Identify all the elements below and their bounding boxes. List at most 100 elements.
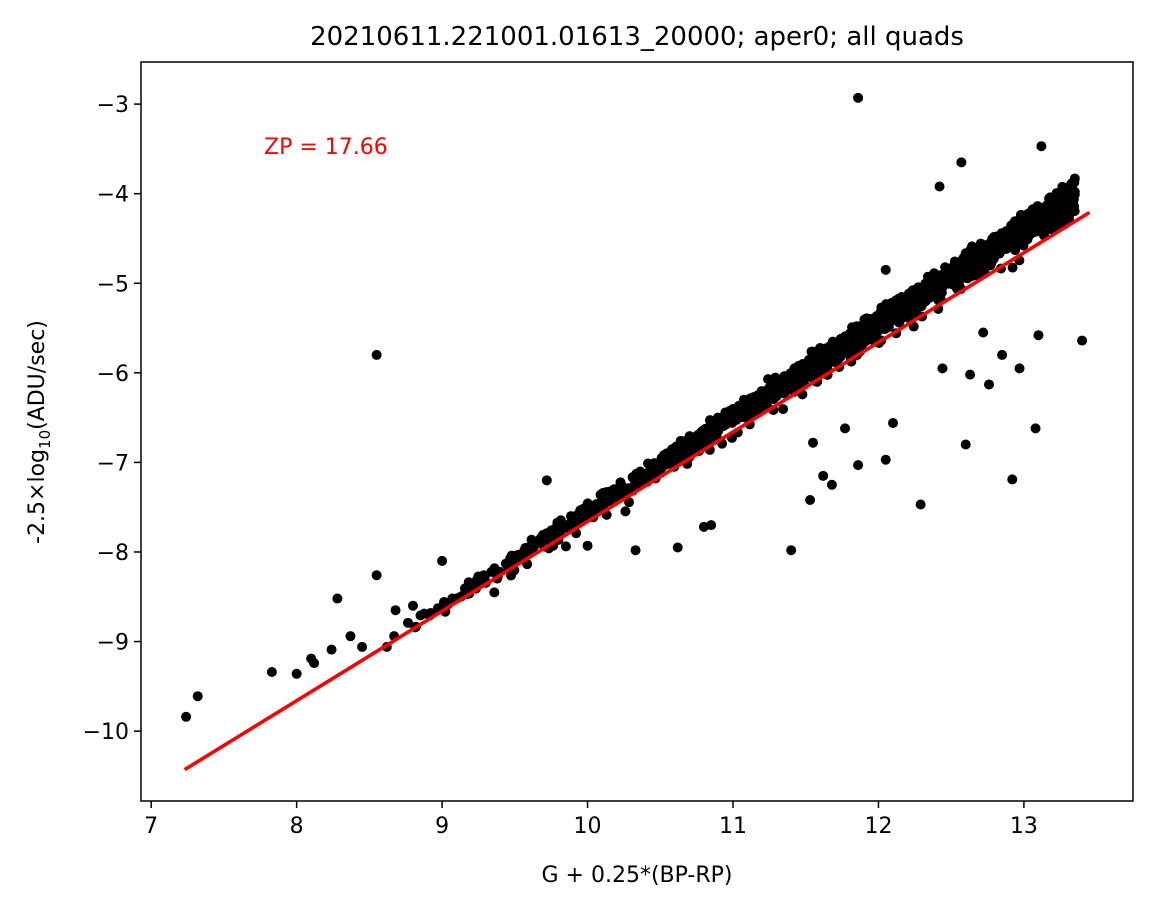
x-tick-label: 7 — [144, 814, 158, 839]
data-point — [615, 477, 626, 488]
data-point — [834, 347, 845, 358]
data-point — [541, 475, 552, 486]
data-point — [880, 454, 891, 465]
y-tick-label: −5 — [97, 272, 129, 297]
data-point — [701, 430, 712, 441]
data-point — [309, 658, 320, 669]
data-point — [682, 437, 693, 448]
data-point — [1046, 224, 1057, 235]
y-tick-label: −6 — [97, 362, 129, 387]
data-point — [965, 369, 976, 380]
x-tick-label: 10 — [574, 814, 602, 839]
data-point — [390, 605, 401, 616]
plot-area: ZP = 17.66 — [140, 61, 1134, 802]
data-point — [827, 340, 838, 351]
data-point — [812, 361, 823, 372]
zp-annotation: ZP = 17.66 — [264, 135, 388, 160]
data-point — [724, 406, 735, 417]
data-point — [889, 306, 900, 317]
data-point — [971, 255, 982, 266]
data-point — [1015, 221, 1026, 232]
data-point — [929, 273, 940, 284]
data-point — [778, 404, 789, 415]
x-axis-label: G + 0.25*(BP-RP) — [542, 863, 733, 888]
y-tick-label: −10 — [83, 720, 129, 745]
data-point — [888, 417, 898, 428]
data-point — [567, 512, 578, 523]
data-point — [1030, 423, 1041, 434]
y-tick-label: −8 — [97, 541, 129, 566]
x-axis: 7 8 9 10 11 12 13 — [144, 801, 1038, 839]
data-point — [479, 571, 490, 582]
x-tick-label: 9 — [435, 814, 449, 839]
data-point — [635, 466, 646, 477]
data-point — [900, 304, 911, 315]
data-point — [371, 349, 382, 360]
data-point — [558, 520, 569, 531]
data-point — [415, 610, 426, 621]
data-point — [489, 587, 500, 598]
data-point — [934, 181, 945, 192]
data-point — [987, 234, 998, 245]
data-point — [997, 239, 1008, 250]
data-point — [620, 506, 631, 517]
data-point — [1066, 178, 1077, 189]
data-point — [937, 363, 948, 374]
data-point — [1035, 203, 1046, 214]
data-point — [692, 435, 703, 446]
data-point — [408, 600, 418, 611]
data-point — [659, 456, 670, 467]
chart-title: 20210611.221001.01613_20000; aper0; all … — [310, 22, 964, 52]
data-point — [1038, 224, 1049, 235]
data-point — [896, 291, 907, 302]
y-tick-label: −4 — [97, 183, 129, 208]
data-point — [840, 423, 850, 434]
data-point — [818, 470, 829, 481]
x-tick-label: 13 — [1010, 814, 1038, 839]
data-point — [624, 497, 635, 508]
data-point — [1068, 190, 1079, 201]
data-point — [1009, 236, 1020, 247]
data-point — [956, 157, 967, 168]
data-point — [706, 520, 717, 531]
data-point — [181, 711, 192, 722]
data-point — [915, 499, 926, 510]
data-point — [711, 414, 722, 425]
data-point — [500, 558, 511, 569]
data-point — [1044, 208, 1055, 219]
y-axis: −3 −4 −5 −6 −7 −8 −9 −10 — [83, 93, 141, 745]
data-point — [858, 320, 869, 331]
data-point — [984, 379, 994, 390]
data-point — [582, 540, 593, 551]
x-tick-label: 8 — [290, 814, 304, 839]
data-point — [798, 374, 809, 385]
data-point — [880, 314, 891, 325]
data-point — [541, 528, 552, 539]
data-point — [402, 617, 413, 628]
data-point — [952, 268, 963, 279]
data-point — [762, 392, 773, 403]
data-point — [437, 555, 448, 566]
data-point — [1077, 335, 1088, 346]
data-point — [332, 593, 343, 604]
fit-line — [183, 210, 1091, 772]
data-point — [560, 541, 571, 552]
data-point — [738, 406, 749, 417]
data-point — [827, 353, 838, 364]
data-point — [1056, 205, 1067, 216]
data-point — [988, 253, 999, 264]
data-point — [744, 397, 755, 408]
data-point — [1058, 216, 1069, 227]
y-tick-label: −9 — [97, 631, 129, 656]
data-point — [855, 330, 866, 341]
y-axis-label-sub: 10 — [36, 430, 54, 449]
data-point — [345, 631, 356, 642]
y-axis-label-post: (ADU/sec) — [25, 320, 50, 430]
data-point — [965, 249, 976, 260]
data-point — [960, 439, 971, 450]
x-tick-label: 12 — [864, 814, 892, 839]
y-tick-label: −3 — [97, 93, 129, 118]
data-point — [634, 476, 645, 487]
data-point — [647, 461, 658, 472]
